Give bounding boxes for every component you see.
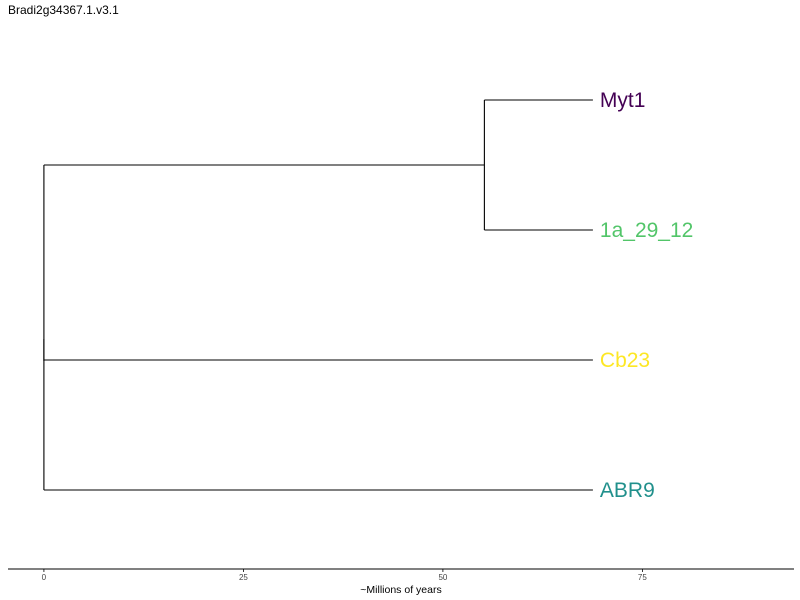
x-axis-title: ~Millions of years — [360, 584, 441, 596]
x-axis-tick-label: 50 — [438, 573, 447, 582]
leaf-label-myt1: Myt1 — [600, 89, 646, 112]
tree-branches — [43, 99, 593, 491]
x-axis-tick-label: 25 — [239, 573, 248, 582]
leaf-label-1a-29-12: 1a_29_12 — [600, 219, 693, 242]
tree-title: Bradi2g34367.1.v3.1 — [8, 3, 119, 17]
leaf-label-abr9: ABR9 — [600, 479, 655, 502]
x-axis-tick-label: 75 — [638, 573, 647, 582]
leaf-label-cb23: Cb23 — [600, 349, 650, 372]
x-axis-ticks: 0 25 50 75 — [42, 569, 647, 582]
x-axis: 0 25 50 75 — [8, 568, 794, 582]
leaf-labels: Myt1 1a_29_12 Cb23 ABR9 — [600, 89, 693, 502]
x-axis-tick-label: 0 — [42, 573, 47, 582]
